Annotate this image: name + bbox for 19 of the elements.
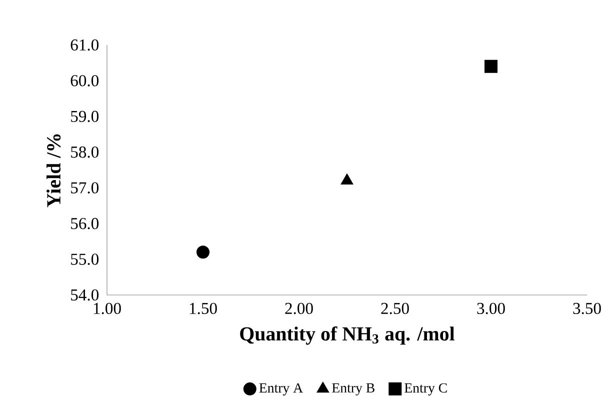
y-tick-label: 58.0 (71, 146, 99, 158)
x-tick-label: 2.50 (381, 302, 409, 314)
y-tick-label: 61.0 (70, 39, 99, 51)
x-tick-label: 1.50 (190, 302, 217, 314)
y-tick-label: 56.0 (71, 218, 99, 230)
y-tick-label: 55.0 (71, 254, 99, 265)
y-tick-label: 54.0 (71, 289, 99, 301)
legend-label: Entry A (259, 383, 303, 396)
legend-label: Entry B (332, 383, 374, 396)
y-tick-label: 60.0 (70, 75, 99, 86)
y-axis-title: Yield /% (46, 134, 61, 208)
x-tick-label: 3.50 (573, 302, 601, 314)
x-axis-title: Quantity of NH$_{3}$ aq. /mol (240, 326, 455, 345)
y-tick-label: 57.0 (71, 182, 99, 194)
legend-label: Entry C (404, 383, 447, 396)
y-tick-label: 59.0 (71, 110, 99, 122)
x-tick-label: 1.00 (94, 302, 121, 314)
x-tick-label: 3.00 (477, 302, 505, 314)
x-tick-label: 2.00 (285, 302, 313, 314)
